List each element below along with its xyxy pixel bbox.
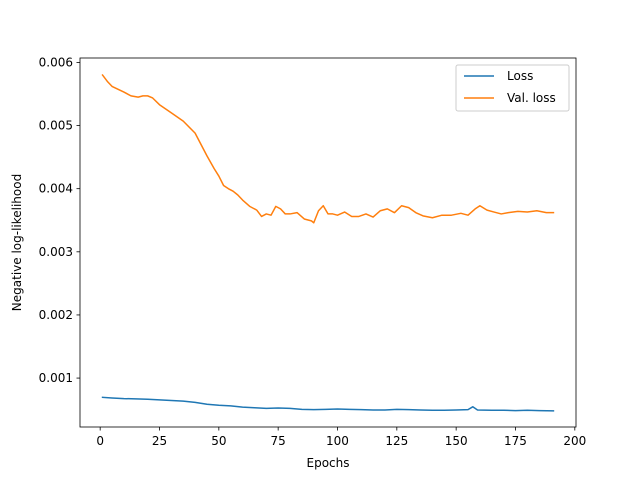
x-axis-label: Epochs: [307, 456, 350, 470]
legend-label-val-loss: Val. loss: [507, 91, 556, 105]
y-tick-label: 0.005: [39, 119, 73, 133]
tick-layer: 0 25 50 75 100 125 150 175 200 0.001 0.002 0.003 0.0…: [39, 55, 587, 448]
x-tick-label: 100: [326, 434, 349, 448]
x-tick-label: 50: [211, 434, 226, 448]
x-tick-label: 175: [504, 434, 527, 448]
legend-label-loss: Loss: [507, 69, 533, 83]
x-tick-label: 200: [563, 434, 586, 448]
legend: Loss Val. loss: [455, 64, 570, 112]
y-tick-label: 0.002: [39, 308, 73, 322]
x-tick-label: 25: [152, 434, 167, 448]
series-line-loss: [101, 396, 555, 412]
x-tick-label: 150: [445, 434, 468, 448]
x-tick-label: 125: [385, 434, 408, 448]
plot-area-frame: [79, 57, 577, 428]
y-tick-label: 0.004: [39, 182, 73, 196]
series-layer: [101, 73, 555, 412]
y-tick-label: 0.001: [39, 371, 73, 385]
x-tick-label: 75: [271, 434, 286, 448]
x-tick-label: 0: [96, 434, 104, 448]
y-axis-label: Negative log-likelihood: [10, 174, 24, 311]
y-tick-label: 0.006: [39, 55, 73, 69]
series-line-val-loss: [101, 73, 555, 224]
y-tick-label: 0.003: [39, 245, 73, 259]
